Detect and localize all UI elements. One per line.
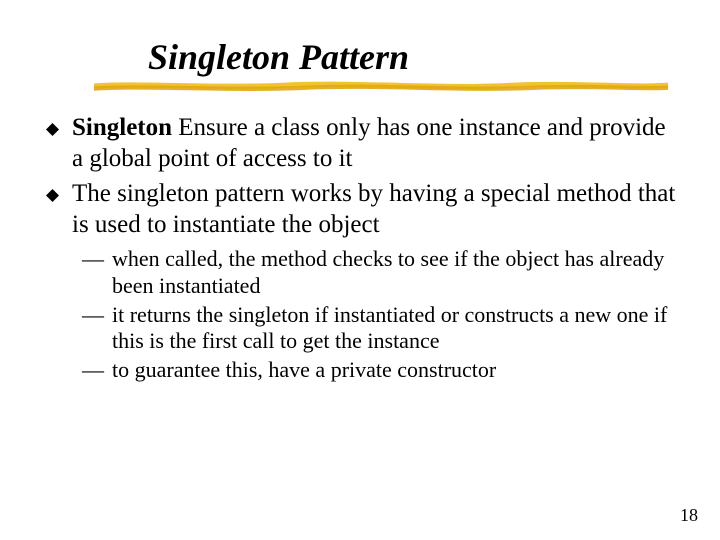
bullet-lead: Singleton [72,114,172,141]
dash-icon: — [82,302,104,329]
diamond-icon [46,123,59,136]
bullet-text: The singleton pattern works by having a … [72,180,675,238]
dash-icon: — [82,357,104,384]
sub-bullet-text: when called, the method checks to see if… [112,246,664,298]
page-number: 18 [680,505,698,526]
main-bullet-list: Singleton Ensure a class only has one in… [40,112,680,240]
title-underline [94,80,668,92]
diamond-icon [46,189,59,202]
sub-bullet-item: — it returns the singleton if instantiat… [80,302,680,356]
sub-bullet-item: — when called, the method checks to see … [80,246,680,300]
bullet-item: The singleton pattern works by having a … [46,178,680,240]
sub-bullet-text: to guarantee this, have a private constr… [112,357,496,382]
bullet-item: Singleton Ensure a class only has one in… [46,112,680,174]
sub-bullet-text: it returns the singleton if instantiated… [112,302,667,354]
bullet-rest: The singleton pattern works by having a … [72,180,675,238]
bullet-text: Singleton Ensure a class only has one in… [72,114,666,172]
slide: Singleton Pattern Singleton Ensure a cla… [0,0,720,540]
slide-title: Singleton Pattern [148,36,658,78]
dash-icon: — [82,246,104,273]
title-block: Singleton Pattern [148,36,658,78]
sub-bullet-list: — when called, the method checks to see … [40,246,680,384]
sub-bullet-item: — to guarantee this, have a private cons… [80,357,680,384]
